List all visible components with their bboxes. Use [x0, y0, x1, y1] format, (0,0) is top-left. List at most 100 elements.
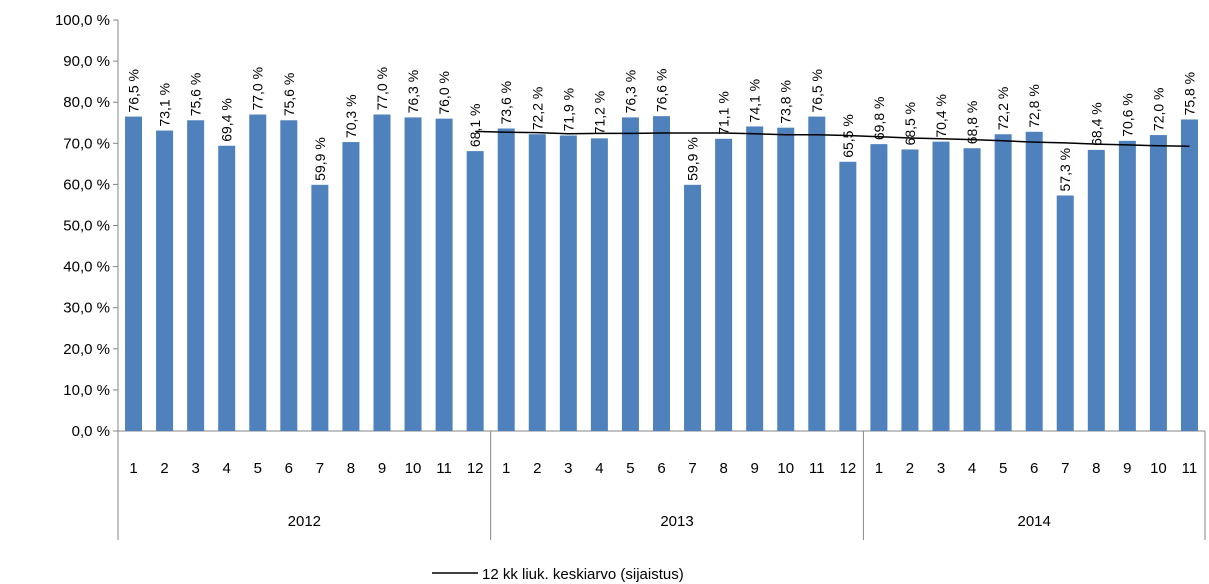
y-tick-label: 30,0 % — [63, 300, 110, 317]
data-label: 59,9 % — [685, 137, 701, 181]
x-tick-label: 11 — [1182, 460, 1198, 477]
data-label: 73,8 % — [778, 80, 794, 124]
line-series — [475, 130, 1190, 147]
x-tick-label: 12 — [839, 460, 856, 477]
bar — [1180, 119, 1198, 431]
x-tick-label: 9 — [750, 460, 758, 477]
bar — [746, 126, 764, 431]
data-label: 57,3 % — [1057, 148, 1073, 192]
x-tick-label: 3 — [564, 460, 572, 477]
data-label: 72,0 % — [1150, 87, 1166, 131]
data-label: 74,1 % — [747, 79, 763, 123]
bar — [653, 116, 670, 431]
data-label: 75,6 % — [281, 73, 297, 117]
bar — [342, 142, 360, 431]
x-tick-label: 3 — [191, 460, 199, 477]
bar — [528, 134, 546, 431]
x-tick-label: 1 — [875, 460, 883, 477]
x-tick-label: 1 — [502, 460, 510, 477]
bar — [715, 138, 733, 432]
x-tick-label: 7 — [688, 460, 696, 477]
data-label: 76,5 % — [809, 69, 825, 113]
bar — [808, 116, 826, 432]
y-tick-label: 0,0 % — [72, 423, 110, 440]
data-label: 69,4 % — [219, 98, 235, 142]
data-label: 68,5 % — [902, 102, 918, 146]
bar — [684, 184, 702, 431]
data-label: 76,5 % — [126, 69, 142, 113]
bar — [621, 117, 639, 432]
data-label: 77,0 % — [374, 67, 390, 111]
bar — [590, 138, 608, 432]
y-tick-label: 40,0 % — [63, 259, 110, 276]
data-label: 76,0 % — [436, 71, 452, 115]
y-tick-label: 90,0 % — [63, 53, 110, 70]
x-tick-label: 7 — [1061, 460, 1069, 477]
bar — [156, 130, 174, 431]
y-tick-label: 60,0 % — [63, 176, 110, 193]
x-tick-label: 5 — [626, 460, 634, 477]
x-tick-label: 11 — [809, 460, 825, 477]
data-label: 75,6 % — [188, 73, 204, 117]
data-label: 72,2 % — [529, 87, 545, 131]
x-tick-label: 8 — [347, 460, 355, 477]
bar — [559, 135, 577, 431]
x-tick-label: 4 — [595, 460, 603, 477]
x-tick-label: 8 — [719, 460, 727, 477]
x-tick-label: 10 — [1150, 460, 1167, 477]
x-tick-label: 6 — [285, 460, 293, 477]
data-label: 76,6 % — [654, 69, 670, 113]
data-label: 75,8 % — [1181, 72, 1197, 116]
x-tick-label: 2 — [906, 460, 914, 477]
x-tick-label: 12 — [467, 460, 484, 477]
data-label: 73,6 % — [498, 81, 514, 125]
bar — [497, 128, 515, 431]
data-label: 76,3 % — [405, 70, 421, 114]
data-label: 70,6 % — [1119, 93, 1135, 137]
bar — [404, 117, 422, 432]
bar — [280, 120, 298, 431]
data-label: 69,8 % — [871, 97, 887, 141]
bar — [187, 120, 205, 431]
x-tick-label: 6 — [1030, 460, 1038, 477]
y-tick-label: 10,0 % — [63, 382, 110, 399]
data-label: 68,1 % — [467, 104, 483, 148]
x-tick-label: 10 — [405, 460, 422, 477]
bar — [249, 114, 267, 431]
bar — [435, 118, 453, 431]
data-label: 71,9 % — [560, 88, 576, 132]
bar — [1025, 131, 1043, 432]
x-tick-label: 5 — [254, 460, 262, 477]
x-tick-label: 6 — [657, 460, 665, 477]
bar — [994, 134, 1012, 431]
bar — [870, 144, 888, 431]
data-label: 72,2 % — [995, 87, 1011, 131]
bar — [963, 148, 981, 431]
bar — [901, 149, 919, 431]
bar — [839, 161, 857, 432]
bar — [1056, 195, 1074, 431]
x-tick-label: 1 — [129, 460, 137, 477]
year-label: 2012 — [288, 513, 321, 530]
year-label: 2014 — [1017, 513, 1050, 530]
x-tick-label: 5 — [999, 460, 1007, 477]
bar — [777, 127, 795, 431]
bar — [125, 116, 143, 432]
x-tick-label: 2 — [160, 460, 168, 477]
x-tick-label: 2 — [533, 460, 541, 477]
bar — [1087, 149, 1105, 431]
data-label: 59,9 % — [312, 137, 328, 181]
y-tick-label: 20,0 % — [63, 341, 110, 358]
x-tick-label: 11 — [436, 460, 452, 477]
bar — [1149, 135, 1167, 431]
data-label: 71,2 % — [591, 91, 607, 135]
y-tick-label: 70,0 % — [63, 135, 110, 152]
x-tick-label: 10 — [777, 460, 794, 477]
data-label: 76,3 % — [622, 70, 638, 114]
y-tick-label: 80,0 % — [63, 94, 110, 111]
bar — [218, 145, 236, 432]
y-tick-label: 100,0 % — [55, 12, 110, 29]
bar — [932, 141, 950, 431]
data-label: 68,8 % — [964, 101, 980, 145]
